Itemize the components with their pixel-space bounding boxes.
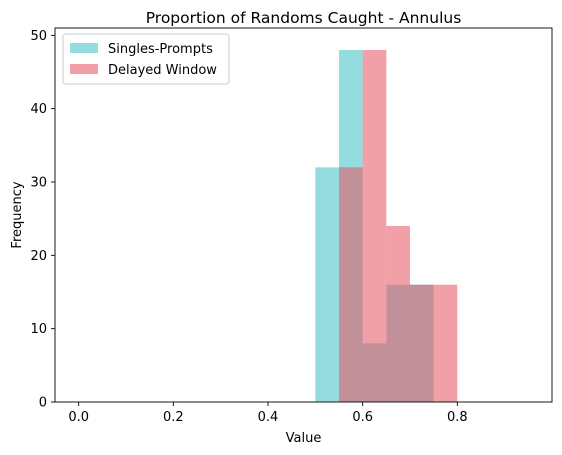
bar-series-1-bin-1: [315, 167, 339, 402]
bar-series-2-bin-4: [386, 226, 410, 402]
x-tick-label: 0.6: [352, 410, 373, 425]
bar-series-2-bin-6: [434, 285, 458, 402]
legend-label-2: Delayed Window: [108, 63, 217, 78]
legend-swatch-1: [70, 43, 98, 53]
bar-series-2-bin-5: [410, 285, 434, 402]
y-tick-label: 20: [30, 249, 47, 264]
y-tick-label: 50: [30, 29, 47, 44]
x-tick-label: 0.0: [68, 410, 89, 425]
x-tick-label: 0.8: [447, 410, 468, 425]
legend-swatch-2: [70, 64, 98, 74]
legend-label-1: Singles-Prompts: [108, 42, 213, 57]
x-tick-label: 0.2: [163, 410, 184, 425]
y-axis-label: Frequency: [10, 181, 25, 248]
bar-series-2-bin-2: [339, 167, 363, 402]
bar-series-2-bin-3: [363, 50, 387, 402]
legend: Singles-Prompts Delayed Window: [63, 34, 229, 84]
y-tick-label: 0: [39, 396, 47, 411]
x-axis-label: Value: [286, 431, 322, 446]
y-axis-ticks: 0 10 20 30 40 50: [30, 29, 55, 411]
chart-title: Proportion of Randoms Caught - Annulus: [146, 9, 462, 27]
bars-group: [315, 50, 457, 402]
y-tick-label: 10: [30, 322, 47, 337]
x-tick-label: 0.4: [258, 410, 279, 425]
y-tick-label: 30: [30, 176, 47, 191]
y-tick-label: 40: [30, 102, 47, 117]
x-axis-ticks: 0.0 0.2 0.4 0.6 0.8: [68, 402, 467, 425]
